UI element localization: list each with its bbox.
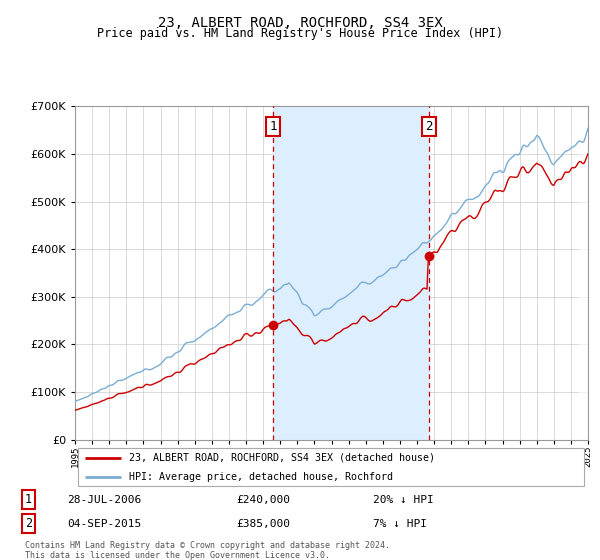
Text: This data is licensed under the Open Government Licence v3.0.: This data is licensed under the Open Gov… [25,550,330,559]
Bar [273,106,428,440]
Text: 7% ↓ HPI: 7% ↓ HPI [373,519,427,529]
Text: 1: 1 [25,493,32,506]
Text: 2: 2 [425,120,433,133]
Text: 28-JUL-2006: 28-JUL-2006 [67,495,142,505]
Text: Contains HM Land Registry data © Crown copyright and database right 2024.: Contains HM Land Registry data © Crown c… [25,541,390,550]
Text: 2: 2 [25,517,32,530]
Text: 1: 1 [269,120,277,133]
Text: 20% ↓ HPI: 20% ↓ HPI [373,495,434,505]
Text: £385,000: £385,000 [236,519,290,529]
FancyBboxPatch shape [77,449,584,486]
Text: HPI: Average price, detached house, Rochford: HPI: Average price, detached house, Roch… [129,472,393,482]
Bar [580,106,588,440]
Text: 04-SEP-2015: 04-SEP-2015 [67,519,142,529]
Text: Price paid vs. HM Land Registry's House Price Index (HPI): Price paid vs. HM Land Registry's House … [97,27,503,40]
Text: 23, ALBERT ROAD, ROCHFORD, SS4 3EX: 23, ALBERT ROAD, ROCHFORD, SS4 3EX [158,16,442,30]
Text: 23, ALBERT ROAD, ROCHFORD, SS4 3EX (detached house): 23, ALBERT ROAD, ROCHFORD, SS4 3EX (deta… [129,452,435,463]
Text: £240,000: £240,000 [236,495,290,505]
